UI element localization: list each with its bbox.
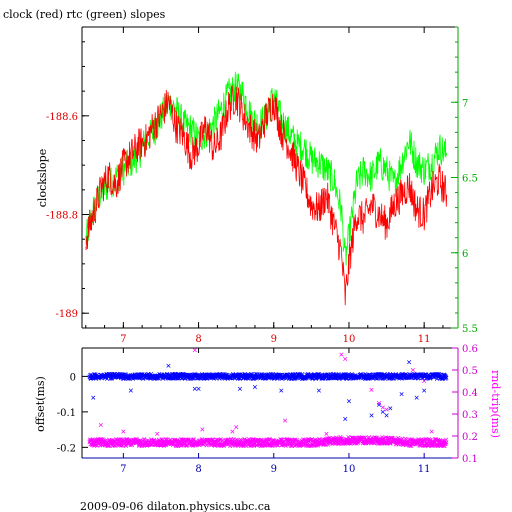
top-x-tick-label: 7: [120, 334, 126, 345]
top-y-tick-label: -189: [56, 309, 78, 320]
bottom-y2-tick-label: 0.3: [462, 410, 478, 421]
bottom-y2-tick-label: 0.2: [462, 432, 478, 443]
magenta-roundtrip-points-outlier: [384, 407, 389, 412]
magenta-roundtrip-points-outlier: [121, 429, 126, 434]
blue-offset-points-point: [109, 376, 114, 381]
top-y2-tick-label: 6.5: [462, 174, 478, 185]
top-y2-tick-label: 7: [462, 98, 468, 109]
bottom-y2-label: rnd-trip(ms): [489, 370, 502, 438]
bottom-y-tick-label: -0.1: [57, 408, 76, 419]
bottom-panel: 7 8 9 10 11 0 -0.1 -0.2 0.6 0.5 0.4 0.3 0.2 0.1 offse…: [34, 344, 502, 475]
magenta-roundtrip-points-outlier: [192, 348, 197, 353]
magenta-roundtrip-points-outlier: [155, 431, 160, 436]
bottom-y-label: offset(ms): [34, 376, 47, 432]
blue-offset-points-outlier: [376, 402, 382, 407]
magenta-roundtrip-points-outlier: [282, 418, 288, 423]
magenta-roundtrip-points-point: [399, 437, 404, 442]
blue-offset-points-point: [426, 376, 431, 381]
magenta-roundtrip-points-point: [428, 437, 433, 443]
blue-offset-points-outlier: [399, 392, 404, 397]
magenta-roundtrip-points-point: [327, 435, 332, 440]
top-series: [85, 71, 448, 306]
bottom-series: [87, 348, 449, 449]
bottom-ticks: 7 8 9 10 11 0 -0.1 -0.2 0.6 0.5 0.4 0.3 0.2 0.1: [57, 344, 478, 475]
magenta-roundtrip-points-outlier: [324, 431, 329, 436]
magenta-roundtrip-points-outlier: [98, 422, 103, 428]
blue-offset-points-outlier: [192, 386, 197, 391]
magenta-roundtrip-points-outlier: [380, 405, 385, 410]
bottom-x-tick-label: 11: [418, 464, 431, 475]
bottom-y2-tick-label: 0.1: [462, 454, 478, 465]
green-rtc-line: [85, 71, 448, 266]
footer-host: 2009-09-06 dilaton.physics.ubc.ca: [80, 500, 271, 512]
bottom-y2-tick-label: 0.6: [462, 344, 478, 355]
top-x-tick-label: 9: [271, 334, 277, 345]
magenta-roundtrip-points: [87, 348, 449, 449]
magenta-roundtrip-points-point: [242, 437, 247, 442]
blue-offset-points-outlier: [128, 388, 133, 393]
bottom-y-tick-label: 0: [70, 372, 76, 383]
blue-offset-points-outlier: [91, 395, 96, 400]
top-panel: 7 8 9 10 11 -188.6 -188.8 -189 7 6.5 6 5.5 clockslo…: [36, 26, 478, 345]
blue-offset-points-outlier: [407, 360, 412, 365]
blue-offset-points-outlier: [343, 416, 348, 422]
chart-title: clock (red) rtc (green) slopes: [3, 8, 166, 21]
red-clock-line: [85, 85, 448, 306]
magenta-roundtrip-points-outlier: [200, 427, 205, 432]
magenta-roundtrip-points-outlier: [230, 429, 235, 434]
magenta-roundtrip-points-point: [336, 441, 341, 446]
magenta-roundtrip-points-point: [106, 443, 111, 448]
blue-offset-points-outlier: [196, 386, 201, 391]
blue-offset-points-outlier: [316, 388, 321, 393]
magenta-roundtrip-points-point: [423, 437, 428, 442]
blue-offset-points-point: [443, 374, 448, 379]
magenta-roundtrip-points-outlier: [339, 352, 344, 357]
magenta-roundtrip-points-outlier: [376, 400, 382, 406]
bottom-y2-tick-label: 0.4: [462, 388, 478, 399]
magenta-roundtrip-points-point: [444, 440, 449, 445]
magenta-roundtrip-points-outlier: [369, 387, 374, 392]
blue-offset-points: [87, 360, 449, 422]
top-y2-tick-label: 6: [462, 249, 468, 260]
magenta-roundtrip-points-point: [396, 435, 401, 440]
bottom-y2-tick-label: 0.5: [462, 366, 478, 377]
blue-offset-points-outlier: [384, 413, 389, 418]
blue-offset-points-outlier: [346, 399, 352, 404]
bottom-x-tick-label: 10: [343, 464, 356, 475]
top-x-tick-label: 10: [343, 334, 356, 345]
blue-offset-points-outlier: [237, 386, 242, 391]
top-y2-tick-label: 5.5: [462, 324, 478, 335]
magenta-roundtrip-points-point: [123, 437, 128, 442]
magenta-roundtrip-points-point: [361, 435, 366, 440]
top-ticks: 7 8 9 10 11 -188.6 -188.8 -189 7 6.5 6 5.5: [46, 26, 478, 345]
top-x-tick-label: 11: [418, 334, 431, 345]
blue-offset-points-outlier: [252, 384, 258, 390]
blue-offset-points-outlier: [369, 413, 374, 418]
magenta-roundtrip-points-outlier: [410, 367, 415, 373]
top-x-tick-label: 8: [195, 334, 201, 345]
magenta-roundtrip-points-point: [255, 437, 260, 442]
magenta-roundtrip-points-outlier: [429, 429, 434, 434]
blue-offset-points-outlier: [380, 409, 385, 414]
magenta-roundtrip-points-outlier: [343, 356, 348, 362]
bottom-x-tick-label: 7: [120, 464, 126, 475]
blue-offset-points-outlier: [414, 395, 419, 400]
bottom-x-tick-label: 8: [195, 464, 201, 475]
blue-offset-points-outlier: [388, 406, 393, 411]
top-y-tick-label: -188.6: [46, 112, 78, 123]
blue-offset-points-outlier: [422, 388, 427, 393]
blue-offset-points-outlier: [279, 388, 284, 393]
bottom-x-tick-label: 9: [271, 464, 277, 475]
blue-offset-points-point: [444, 375, 449, 380]
magenta-roundtrip-points-outlier: [234, 425, 239, 430]
top-y-label: clockslope: [36, 149, 49, 207]
top-y-tick-label: -188.8: [46, 211, 78, 222]
bottom-y-tick-label: -0.2: [57, 443, 76, 454]
blue-offset-points-outlier: [166, 363, 171, 368]
magenta-roundtrip-points-point: [276, 443, 281, 448]
